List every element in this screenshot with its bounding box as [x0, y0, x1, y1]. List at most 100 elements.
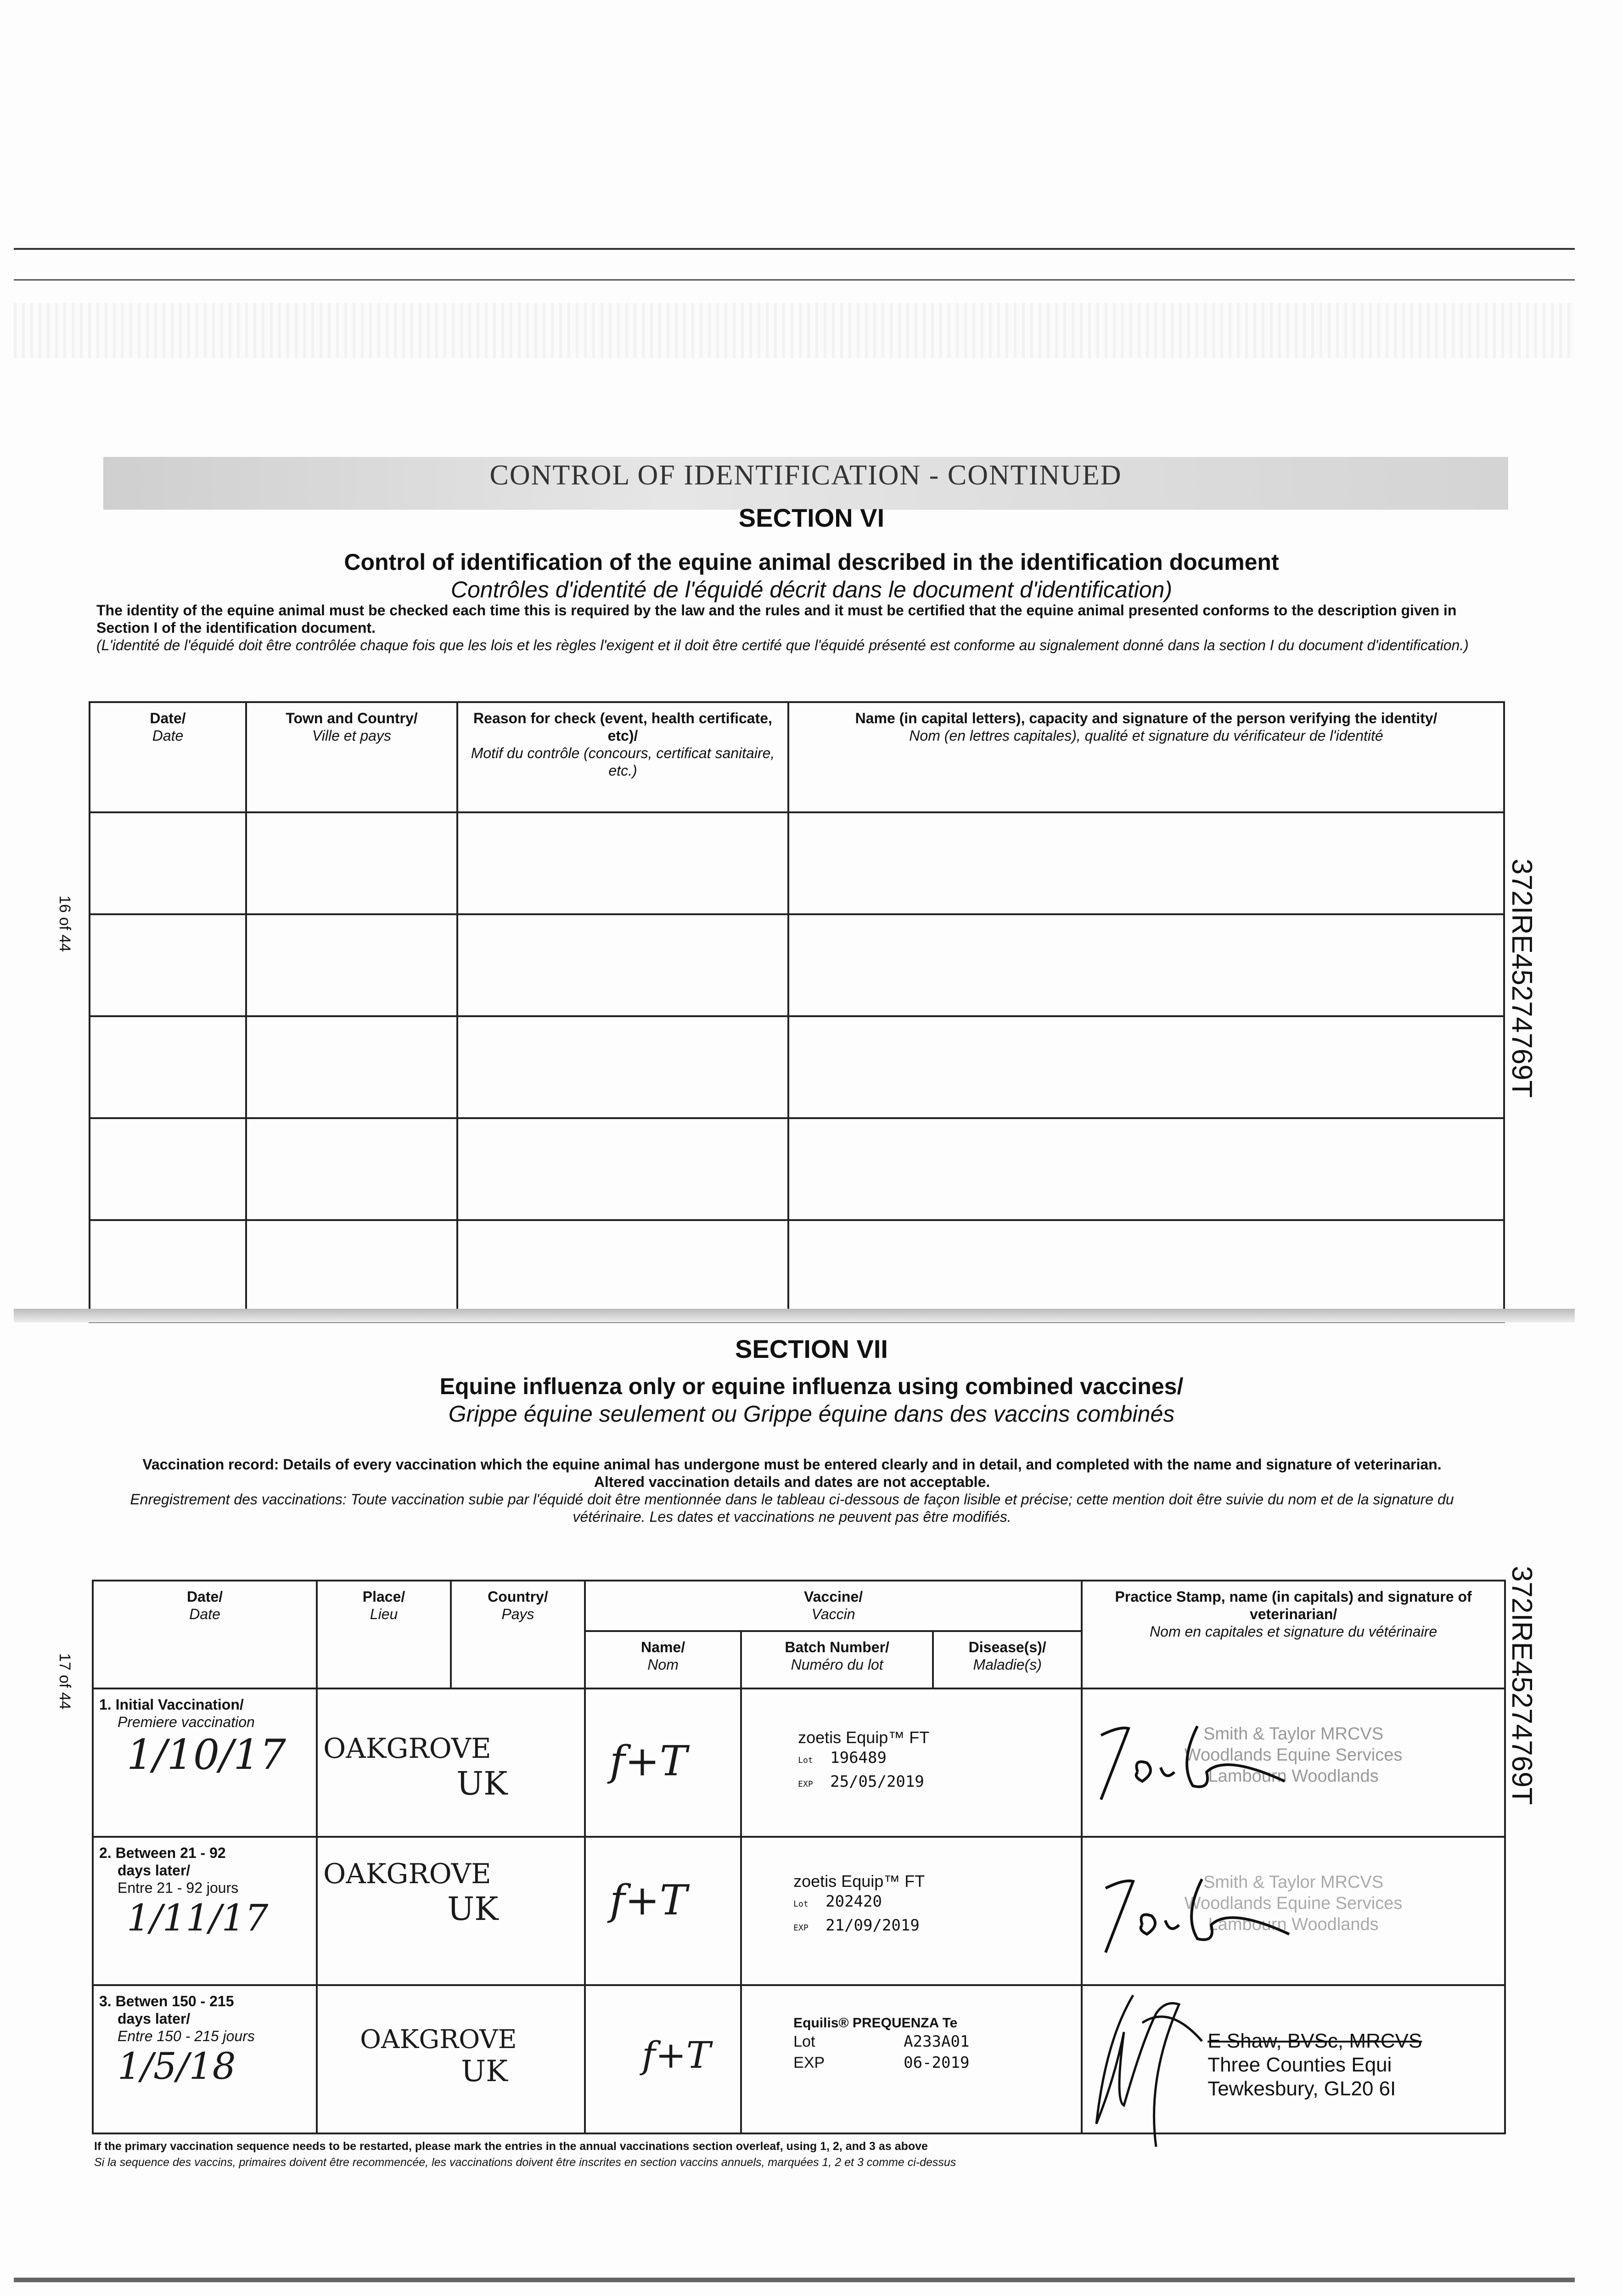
batch-cell[interactable]: zoetis Equip™ FT Lot 196489 EXP 25/05/2019	[740, 1688, 1083, 1838]
vaccination-table: Date/Date Place/Lieu Country/Pays Vaccin…	[91, 1580, 1506, 2147]
cell[interactable]	[456, 1117, 789, 1221]
practice-stamp: Smith & Taylor MRCVS Woodlands Equine Ser…	[1184, 1724, 1403, 1786]
cell[interactable]	[89, 913, 247, 1017]
section-6-title: Control of identification of the equine …	[344, 549, 1279, 575]
divider	[14, 248, 1575, 250]
intro-en: Vaccination record: Details of every vac…	[142, 1456, 1442, 1473]
col-vaccine: Vaccine/Vaccin	[584, 1580, 1083, 1632]
col-stamp: Practice Stamp, name (in capitals) and s…	[1081, 1580, 1506, 1689]
handwritten-place: OAKGROVE	[360, 2025, 517, 2054]
handwritten-country: UK	[447, 1890, 499, 1928]
footnote-fr: Si la sequence des vaccins, primaires do…	[94, 2156, 956, 2169]
place-country-cell[interactable]: OAKGROVE UK	[316, 1688, 586, 1838]
cell[interactable]	[245, 913, 458, 1017]
footnote: If the primary vaccination sequence need…	[94, 2140, 928, 2153]
handwritten-vaccine-name: f+T	[641, 2034, 711, 2077]
col-verifier: Name (in capital letters), capacity and …	[787, 701, 1505, 813]
batch-sticker: zoetis Equip™ FT Lot 202420 EXP 21/09/2019	[793, 1872, 925, 1935]
cell[interactable]	[89, 1219, 247, 1323]
identity-check-table: Date/Date Town and Country/Ville et pays…	[89, 701, 1505, 1323]
cell[interactable]	[787, 1015, 1505, 1119]
col-batch: Batch Number/Numéro du lot	[740, 1630, 934, 1689]
table-row	[89, 1015, 1505, 1119]
table-row: 2. Between 21 - 92 days later/Entre 21 - …	[91, 1836, 1506, 1986]
table-row: 1. Initial Vaccination/Premiere vaccinat…	[91, 1688, 1506, 1838]
scan-noise	[14, 303, 1575, 358]
col-reason: Reason for check (event, health certific…	[456, 701, 789, 813]
cell[interactable]	[245, 811, 458, 915]
section-6-intro: The identity of the equine animal must b…	[96, 602, 1488, 654]
stamp-cell[interactable]: Smith & Taylor MRCVS Woodlands Equine Ser…	[1081, 1688, 1506, 1838]
table-row	[89, 1219, 1505, 1323]
intro-fr: (L'identité de l'équidé doit être contrô…	[96, 637, 1469, 653]
table-header: Date/Date Town and Country/Ville et pays…	[89, 701, 1505, 813]
section-7-heading: SECTION VII	[735, 1334, 888, 1363]
col-country: Country/Pays	[449, 1580, 586, 1689]
handwritten-date: 1/5/18	[118, 2045, 236, 2088]
practice-stamp: Smith & Taylor MRCVS Woodlands Equine Ser…	[1184, 1873, 1403, 1934]
col-date: Date/Date	[89, 701, 247, 813]
col-date: Date/Date	[91, 1580, 318, 1689]
cell[interactable]	[787, 1117, 1505, 1221]
section-6-heading: SECTION VI	[738, 503, 885, 532]
handwritten-place: OAKGROVE	[323, 1733, 491, 1765]
batch-sticker: zoetis Equip™ FT Lot 196489 EXP 25/05/2019	[798, 1728, 930, 1791]
page-label-17: 17 of 44	[56, 1653, 73, 1710]
table-header: Date/Date Place/Lieu Country/Pays Vaccin…	[91, 1580, 1506, 1689]
handwritten-country: UK	[456, 1765, 508, 1802]
cell[interactable]	[456, 1015, 789, 1119]
cell[interactable]	[456, 811, 789, 915]
col-vaccine-name: Name/Nom	[584, 1630, 742, 1689]
cell[interactable]	[245, 1015, 458, 1119]
side-id-2: 372IRE45274769T	[1506, 1566, 1538, 1805]
stamp-cell[interactable]: Smith & Taylor MRCVS Woodlands Equine Ser…	[1081, 1836, 1506, 1986]
batch-cell[interactable]: zoetis Equip™ FT Lot 202420 EXP 21/09/2019	[740, 1836, 1083, 1986]
section-banner	[103, 457, 1508, 510]
cell[interactable]	[787, 1219, 1505, 1323]
place-country-cell[interactable]: OAKGROVE UK	[316, 1836, 586, 1986]
vet-stamp: E Shaw, BVSc, MRCVS Three Counties Equi Te…	[1207, 2030, 1422, 2100]
signature-icon	[1104, 1878, 1290, 1953]
date-cell[interactable]: 3. Betwen 150 - 215 days later/Entre 150 …	[91, 1984, 318, 2134]
section-banner-title: CONTROL OF IDENTIFICATION - CONTINUED	[489, 460, 1122, 491]
col-town-country: Town and Country/Ville et pays	[245, 701, 458, 813]
cell[interactable]	[245, 1219, 458, 1323]
section-7-title: Equine influenza only or equine influenz…	[439, 1373, 1184, 1399]
section-6-title-fr: Contrôles d'identité de l'équidé décrit …	[450, 577, 1173, 602]
batch-cell[interactable]: Equilis® PREQUENZA Te Lot A233A01 EXP 06-201…	[740, 1984, 1083, 2134]
handwritten-date: 1/11/17	[127, 1896, 269, 1939]
col-place: Place/Lieu	[316, 1580, 452, 1689]
intro-fr: Enregistrement des vaccinations: Toute v…	[130, 1491, 1454, 1525]
cell[interactable]	[787, 913, 1505, 1017]
intro-en-2: Altered vaccination details and dates ar…	[594, 1474, 990, 1490]
cell[interactable]	[787, 811, 1505, 915]
signature-icon	[1100, 1725, 1286, 1801]
date-cell[interactable]: 1. Initial Vaccination/Premiere vaccinat…	[91, 1688, 318, 1838]
vaccine-name-cell[interactable]: f+T	[584, 1688, 742, 1838]
table-subheader: Name/Nom Batch Number/Numéro du lot Dise…	[93, 1630, 1505, 1689]
cell[interactable]	[245, 1117, 458, 1221]
vaccine-name-cell[interactable]: f+T	[584, 1984, 742, 2134]
place-country-cell[interactable]: OAKGROVE UK	[316, 1984, 586, 2134]
cell[interactable]	[89, 1015, 247, 1119]
handwritten-date: 1/10/17	[127, 1731, 286, 1779]
divider	[14, 279, 1575, 281]
handwritten-country: UK	[461, 2054, 508, 2088]
cell[interactable]	[89, 811, 247, 915]
cell[interactable]	[456, 913, 789, 1017]
stamp-cell[interactable]: E Shaw, BVSc, MRCVS Three Counties Equi Te…	[1081, 1984, 1506, 2147]
handwritten-vaccine-name: f+T	[609, 1737, 687, 1785]
batch-sticker: Equilis® PREQUENZA Te Lot A233A01 EXP 06-201…	[793, 2015, 970, 2072]
cell[interactable]	[456, 1219, 789, 1323]
col-disease: Disease(s)/Maladie(s)	[932, 1630, 1083, 1689]
section-7-title-fr: Grippe équine seulement ou Grippe équine…	[448, 1401, 1175, 1427]
section-7-intro: Vaccination record: Details of every vac…	[96, 1456, 1488, 1525]
table-row	[89, 1117, 1505, 1221]
intro-en: The identity of the equine animal must b…	[96, 602, 1457, 636]
divider	[14, 2278, 1575, 2282]
vaccine-name-cell[interactable]: f+T	[584, 1836, 742, 1986]
cell[interactable]	[89, 1117, 247, 1221]
handwritten-place: OAKGROVE	[323, 1858, 491, 1890]
date-cell[interactable]: 2. Between 21 - 92 days later/Entre 21 - …	[91, 1836, 318, 1986]
signature-icon	[1095, 1994, 1203, 2147]
